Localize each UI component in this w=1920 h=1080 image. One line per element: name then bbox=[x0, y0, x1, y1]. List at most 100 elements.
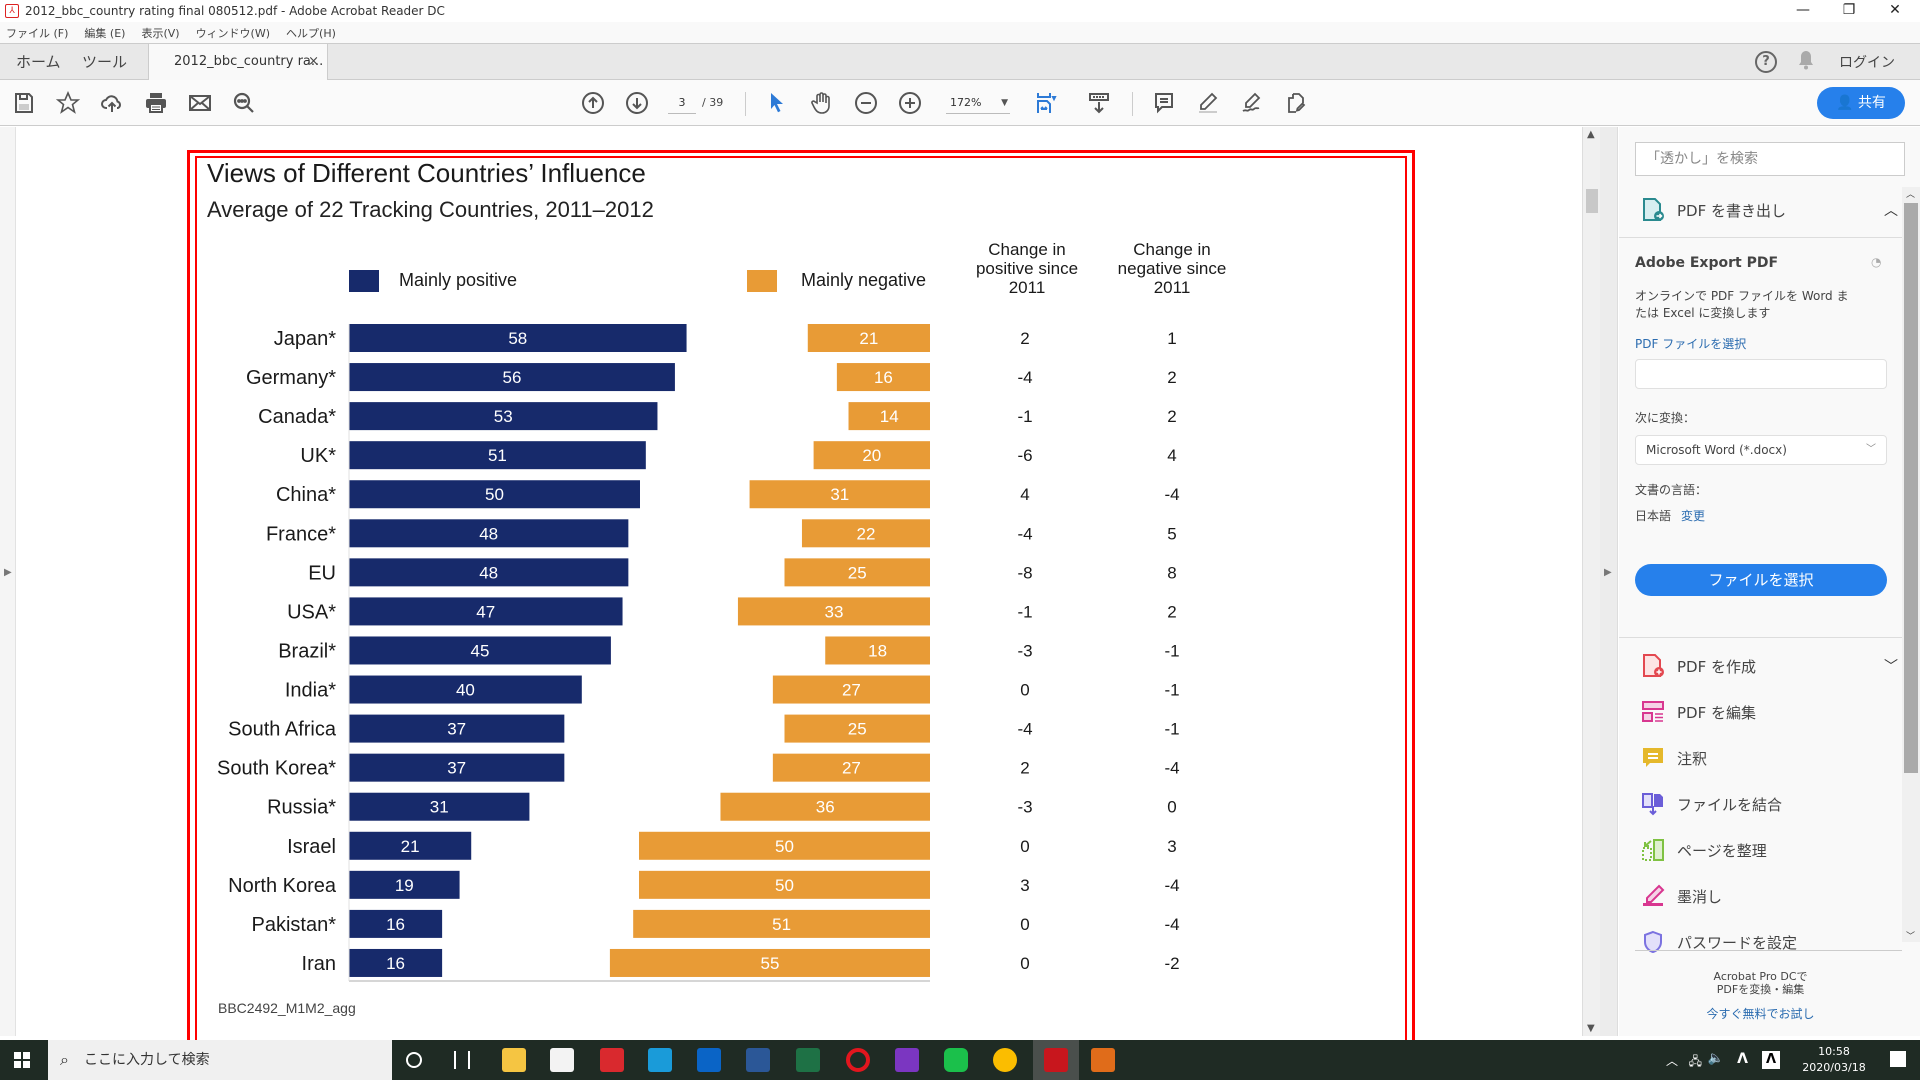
tool-label: PDF を作成 bbox=[1677, 657, 1756, 676]
tools-search-input[interactable]: 「透かし」を検索 bbox=[1635, 142, 1905, 176]
cloud-upload-icon[interactable] bbox=[98, 89, 126, 117]
scrollbar-thumb[interactable] bbox=[1586, 189, 1598, 213]
word-icon[interactable] bbox=[746, 1048, 770, 1072]
opera-icon[interactable] bbox=[846, 1048, 870, 1072]
export-description: オンラインで PDF ファイルを Word ま たは Excel に変換します bbox=[1635, 287, 1848, 321]
right-panel-toggle[interactable]: ▶ bbox=[1600, 127, 1618, 1036]
zoom-out-icon[interactable] bbox=[852, 89, 880, 117]
save-icon[interactable] bbox=[10, 89, 38, 117]
title-bar: ⅄ 2012_bbc_country rating final 080512.p… bbox=[0, 0, 1920, 22]
menu-file[interactable]: ファイル (F) bbox=[6, 26, 69, 40]
taskbar-search-input[interactable]: ⌕ ここに入力して検索 bbox=[48, 1040, 392, 1080]
action-center-icon[interactable] bbox=[1890, 1051, 1906, 1067]
line-icon[interactable] bbox=[944, 1048, 968, 1072]
chevron-up-icon[interactable]: ︿ bbox=[1884, 203, 1898, 219]
hand-tool-icon[interactable] bbox=[808, 89, 836, 117]
tab-document[interactable]: 2012_bbc_country ra... × bbox=[148, 44, 328, 80]
tool-create-pdf[interactable]: PDF を作成 ﹀ bbox=[1635, 654, 1898, 678]
onenote-icon[interactable] bbox=[895, 1048, 919, 1072]
tool-redact[interactable]: 墨消し bbox=[1635, 884, 1722, 908]
tools-pane: 「透かし」を検索 PDF を書き出し ︿ Adobe Export PDF ◔ … bbox=[1619, 127, 1920, 1036]
email-icon[interactable] bbox=[186, 89, 214, 117]
column-header-change-positive: Change in positive since 2011 bbox=[952, 240, 1102, 297]
cortana-icon[interactable] bbox=[406, 1052, 422, 1068]
task-view-icon[interactable] bbox=[454, 1051, 470, 1069]
close-tab-icon[interactable]: × bbox=[308, 54, 319, 69]
tool-label: ページを整理 bbox=[1677, 841, 1767, 860]
app-red-icon[interactable] bbox=[600, 1048, 624, 1072]
zoom-level-select[interactable]: 172% ▼ bbox=[946, 92, 1010, 114]
convert-format-select[interactable]: Microsoft Word (*.docx) ﹀ bbox=[1635, 435, 1887, 465]
scroll-up-icon[interactable]: ▲ bbox=[1587, 129, 1595, 140]
bookmark-star-icon[interactable] bbox=[54, 89, 82, 117]
tab-tools[interactable]: ツール bbox=[82, 53, 128, 71]
comment-icon[interactable] bbox=[1150, 89, 1178, 117]
scroll-down-icon[interactable]: ﹀ bbox=[1906, 932, 1916, 942]
app-orange-icon[interactable] bbox=[1091, 1048, 1115, 1072]
windows-start-icon[interactable] bbox=[14, 1052, 30, 1068]
next-page-icon[interactable] bbox=[623, 89, 651, 117]
microsoft-store-icon[interactable] bbox=[550, 1048, 574, 1072]
outlook-icon[interactable] bbox=[697, 1048, 721, 1072]
scroll-mode-icon[interactable] bbox=[1085, 89, 1113, 117]
document-scrollbar[interactable]: ▲ ▼ bbox=[1582, 127, 1600, 1036]
file-explorer-icon[interactable] bbox=[502, 1048, 526, 1072]
excel-icon[interactable] bbox=[796, 1048, 820, 1072]
close-button[interactable]: ✕ bbox=[1889, 2, 1901, 18]
menu-view[interactable]: 表示(V) bbox=[141, 26, 180, 40]
more-tools-icon[interactable] bbox=[1282, 89, 1310, 117]
page-number-input[interactable]: 3 bbox=[668, 92, 696, 114]
ime-icon[interactable]: Λ bbox=[1737, 1051, 1748, 1067]
export-pdf-header[interactable]: PDF を書き出し ︿ bbox=[1635, 198, 1898, 222]
search-zoom-icon[interactable] bbox=[230, 89, 258, 117]
select-file-button[interactable]: ファイルを選択 bbox=[1635, 564, 1887, 596]
select-pdf-link[interactable]: PDF ファイルを選択 bbox=[1635, 337, 1747, 351]
notification-bell-icon[interactable] bbox=[1797, 50, 1815, 74]
show-hidden-icons[interactable]: ︿ bbox=[1665, 1054, 1678, 1068]
tool-edit-pdf[interactable]: PDF を編集 bbox=[1635, 700, 1756, 724]
ime-mode-icon[interactable]: Λ bbox=[1762, 1051, 1780, 1069]
scrollbar-thumb[interactable] bbox=[1904, 203, 1918, 773]
volume-icon[interactable]: 🔈 bbox=[1707, 1051, 1724, 1066]
edit-pdf-icon bbox=[1642, 701, 1664, 722]
help-icon[interactable]: ? bbox=[1755, 51, 1777, 73]
tab-home[interactable]: ホーム bbox=[16, 53, 61, 71]
pdf-file-field[interactable] bbox=[1635, 359, 1887, 389]
tool-combine-files[interactable]: ファイルを結合 bbox=[1635, 792, 1782, 816]
share-button[interactable]: 👤 共有 bbox=[1817, 87, 1905, 119]
select-tool-icon[interactable] bbox=[763, 89, 791, 117]
free-trial-link[interactable]: 今すぐ無料でお試し bbox=[1706, 1007, 1815, 1021]
chrome-icon[interactable] bbox=[993, 1048, 1017, 1072]
header-line: 2011 bbox=[1008, 278, 1046, 297]
header-line: positive since bbox=[975, 259, 1079, 278]
change-language-link[interactable]: 変更 bbox=[1681, 509, 1706, 523]
menu-window[interactable]: ウィンドウ(W) bbox=[195, 26, 271, 40]
sign-icon[interactable] bbox=[1238, 89, 1266, 117]
previous-page-icon[interactable] bbox=[579, 89, 607, 117]
mail-icon[interactable] bbox=[648, 1048, 672, 1072]
network-icon[interactable]: 🖧 bbox=[1688, 1054, 1702, 1068]
chevron-down-icon[interactable]: ﹀ bbox=[1884, 659, 1898, 675]
zoom-in-icon[interactable] bbox=[896, 89, 924, 117]
tool-comment[interactable]: 注釈 bbox=[1635, 746, 1707, 770]
tools-pane-scrollbar[interactable]: ︿ ﹀ bbox=[1902, 187, 1920, 942]
scroll-up-icon[interactable]: ︿ bbox=[1906, 190, 1916, 200]
chart-title: Views of Different Countries’ Influence bbox=[207, 158, 646, 188]
promo-text: Acrobat Pro DCで PDFを変換・編集 bbox=[1619, 970, 1902, 996]
minimize-button[interactable]: — bbox=[1796, 2, 1810, 18]
acrobat-taskbar-button[interactable] bbox=[1033, 1040, 1079, 1080]
print-icon[interactable] bbox=[142, 89, 170, 117]
desc-line: たは Excel に変換します bbox=[1635, 306, 1771, 320]
login-link[interactable]: ログイン bbox=[1839, 55, 1895, 71]
highlight-pen-icon[interactable] bbox=[1194, 89, 1222, 117]
tool-protect[interactable]: パスワードを設定 bbox=[1635, 930, 1797, 954]
scroll-down-icon[interactable]: ▼ bbox=[1587, 1023, 1595, 1034]
menu-edit[interactable]: 編集 (E) bbox=[84, 26, 126, 40]
fit-page-icon[interactable] bbox=[1032, 89, 1060, 117]
tool-organize-pages[interactable]: ページを整理 bbox=[1635, 838, 1767, 862]
legend-swatch-negative bbox=[747, 270, 777, 292]
left-panel-toggle[interactable]: ▶ bbox=[0, 127, 16, 1036]
clock[interactable]: 10:58 2020/03/18 bbox=[1794, 1044, 1874, 1076]
menu-help[interactable]: ヘルプ(H) bbox=[286, 26, 336, 40]
restore-button[interactable]: ❐ bbox=[1842, 2, 1856, 18]
